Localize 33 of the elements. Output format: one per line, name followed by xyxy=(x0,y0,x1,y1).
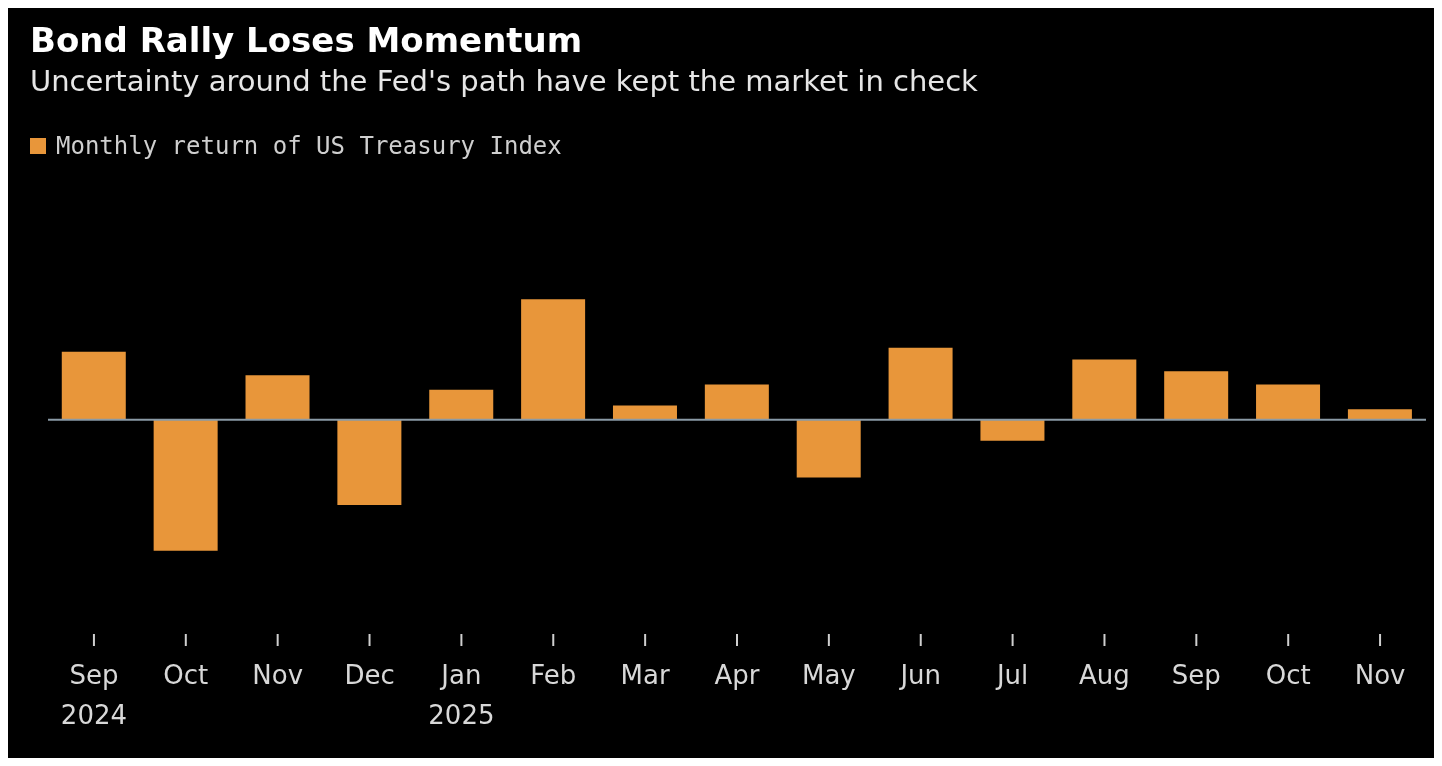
chart-title: Bond Rally Loses Momentum xyxy=(30,20,583,60)
x-tick-label: Nov xyxy=(1354,660,1406,690)
bar xyxy=(980,419,1045,441)
bar xyxy=(1164,371,1229,420)
x-tick-label: May xyxy=(801,660,856,690)
bar xyxy=(61,351,126,420)
x-tick-label: Dec xyxy=(344,660,395,690)
bar xyxy=(704,384,769,420)
bar xyxy=(153,419,218,551)
bar xyxy=(796,419,861,478)
x-tick-label: Oct xyxy=(163,660,209,690)
chart-subtitle: Uncertainty around the Fed's path have kept the market in check xyxy=(30,64,978,98)
x-tick-label: Oct xyxy=(1265,660,1311,690)
x-tick-label: Mar xyxy=(620,660,670,690)
x-tick-label: Sep xyxy=(1171,660,1221,690)
bar xyxy=(888,347,953,420)
x-tick-label: Apr xyxy=(714,660,760,690)
bar xyxy=(1347,409,1412,420)
x-tick-label: Nov xyxy=(252,660,304,690)
bar xyxy=(429,389,494,420)
bar xyxy=(1256,384,1321,420)
bar xyxy=(521,299,586,420)
x-tick-label: Sep 2024 xyxy=(60,660,128,730)
bar xyxy=(1072,359,1137,420)
legend-label: Monthly return of US Treasury Index xyxy=(55,132,562,160)
bar xyxy=(245,375,310,420)
bar xyxy=(337,419,402,505)
x-tick-label: Feb xyxy=(530,660,577,690)
bar xyxy=(612,405,677,420)
x-tick-label: Jan 2025 xyxy=(428,660,495,730)
x-tick-label: Jul xyxy=(994,660,1029,690)
x-tick-label: Jun xyxy=(898,660,942,690)
x-tick-label: Aug xyxy=(1079,660,1130,690)
